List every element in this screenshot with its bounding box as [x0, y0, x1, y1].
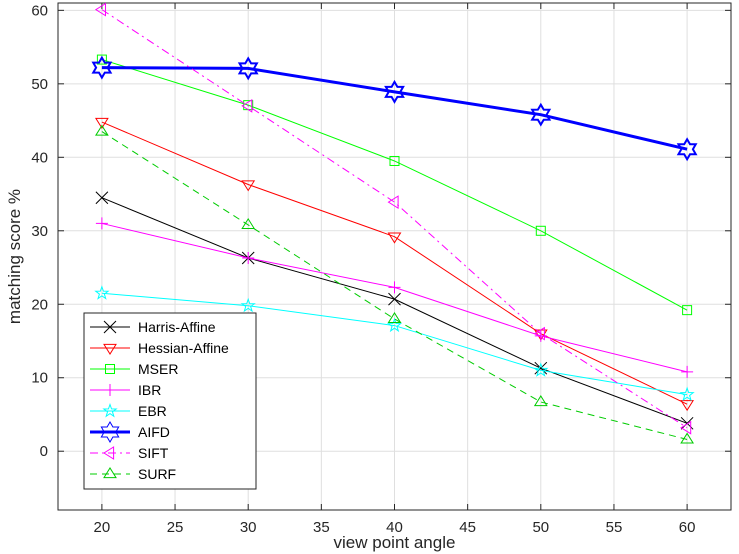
data-point — [533, 395, 548, 407]
data-point — [386, 317, 403, 333]
legend-entry: SURF — [90, 466, 176, 482]
data-point — [241, 180, 256, 192]
data-point — [389, 155, 400, 166]
data-point — [387, 312, 402, 324]
data-point — [240, 297, 256, 313]
legend-box — [83, 312, 257, 490]
y-tick-label: 60 — [31, 2, 48, 19]
data-point — [388, 292, 401, 306]
legend-label: SIFT — [138, 445, 169, 461]
tick-labels: 20 25 30 35 40 45 50 55 60 0 10 20 30 40 50 60 — [31, 2, 695, 536]
legend-entry: Hessian-Affine — [90, 340, 229, 356]
data-point — [387, 232, 402, 244]
y-tick-label: 20 — [31, 296, 48, 313]
data-point — [679, 386, 695, 402]
legend-entry: IBR — [90, 382, 161, 398]
data-point — [533, 326, 545, 341]
data-point — [96, 54, 107, 65]
data-point — [103, 320, 117, 334]
data-point — [533, 362, 549, 377]
series-aifd — [91, 55, 698, 162]
data-point — [94, 285, 110, 300]
data-point — [94, 124, 109, 136]
legend-entry: SIFT — [90, 445, 169, 461]
x-tick-label: 50 — [532, 519, 549, 536]
data-point — [94, 117, 109, 129]
y-tick-label: 0 — [40, 443, 48, 460]
series-line — [101, 131, 688, 440]
x-tick-label: 20 — [94, 519, 111, 536]
data-point — [676, 137, 698, 162]
data-point — [104, 384, 116, 396]
legend-label: EBR — [138, 403, 167, 419]
legend-entry: AIFD — [90, 421, 170, 443]
data-point — [237, 56, 259, 81]
series-line — [101, 66, 688, 151]
y-tick-label: 30 — [31, 223, 48, 240]
series-surf — [94, 124, 695, 444]
series-ibr — [95, 217, 694, 378]
series-line — [101, 121, 688, 405]
x-axis-label: view point angle — [334, 533, 456, 552]
data-point — [681, 365, 694, 378]
x-tick-label: 35 — [313, 519, 330, 536]
legend-label: Harris-Affine — [138, 319, 216, 335]
x-tick-label: 40 — [386, 519, 403, 536]
series-harris-affine — [95, 191, 694, 430]
data-point — [242, 251, 255, 264]
data-point — [105, 364, 115, 374]
data-point — [241, 98, 253, 113]
y-tick-label: 10 — [31, 370, 48, 387]
data-point — [94, 2, 106, 17]
data-point — [103, 446, 115, 460]
series-sift — [94, 2, 692, 435]
data-point — [241, 217, 256, 230]
data-point — [388, 281, 401, 294]
x-tick-label: 45 — [459, 519, 476, 536]
legend-label: Hessian-Affine — [138, 340, 229, 356]
legend-entry: EBR — [90, 402, 167, 419]
data-point — [535, 225, 546, 236]
legend-entry: MSER — [90, 361, 178, 377]
legend-label: IBR — [138, 382, 161, 398]
data-point — [102, 402, 118, 418]
data-point — [680, 400, 695, 412]
legend-entry: Harris-Affine — [90, 319, 216, 335]
data-point — [680, 420, 692, 435]
legend: Harris-Affine Hessian-Affine MSER IBR EBR AIF… — [83, 312, 257, 490]
axes — [57, 2, 732, 511]
series-mser — [96, 54, 693, 316]
data-point — [103, 343, 117, 355]
data-point — [91, 55, 113, 80]
data-point — [682, 305, 693, 316]
series-ebr — [94, 285, 695, 402]
x-tick-label: 60 — [679, 519, 696, 536]
data-point — [95, 191, 109, 205]
y-tick-label: 40 — [31, 149, 48, 166]
series-line — [101, 292, 688, 396]
data-point — [387, 195, 399, 210]
x-tick-label: 30 — [240, 519, 257, 536]
data-point — [680, 432, 695, 444]
data-point — [534, 361, 548, 375]
x-tick-label: 25 — [167, 519, 184, 536]
series-line — [101, 59, 688, 311]
y-axis-label: matching score % — [5, 189, 24, 324]
data-point — [530, 102, 552, 127]
y-tick-label: 50 — [31, 76, 48, 93]
data-point — [103, 467, 117, 479]
legend-label: AIFD — [138, 424, 170, 440]
data-point — [100, 421, 120, 443]
legend-label: MSER — [138, 361, 178, 377]
x-tick-label: 55 — [606, 519, 623, 536]
data-point — [95, 217, 108, 230]
series-group — [91, 2, 698, 444]
legend-label: SURF — [138, 466, 176, 482]
data-point — [384, 79, 405, 104]
